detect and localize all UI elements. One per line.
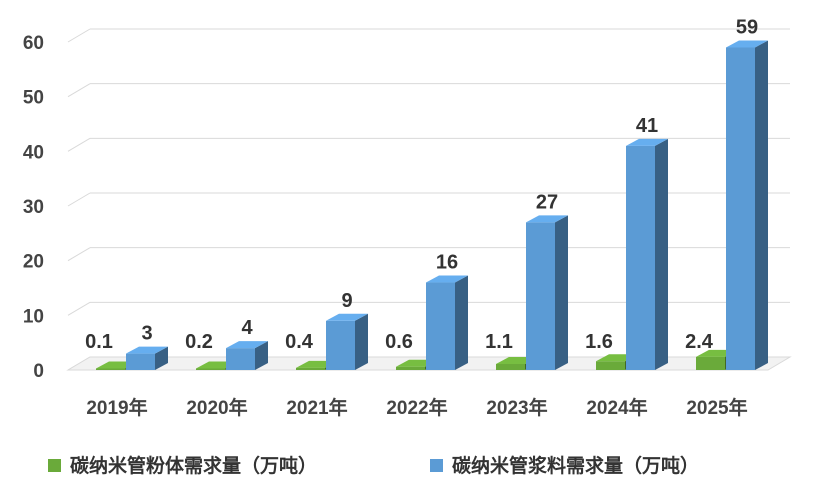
bar-top	[126, 346, 168, 354]
bar-front	[196, 368, 225, 370]
y-tick-label: 20	[23, 252, 44, 273]
data-label: 27	[536, 191, 558, 213]
data-label: 59	[736, 16, 758, 38]
gridline-depth	[67, 28, 91, 43]
bar-front	[326, 320, 355, 370]
data-label: 0.6	[385, 331, 413, 353]
bar-side	[755, 40, 768, 370]
legend: 碳纳米管粉体需求量（万吨） 碳纳米管浆料需求量（万吨）	[48, 454, 699, 477]
bar-side	[155, 346, 168, 370]
bar-front	[526, 222, 555, 370]
data-label: 4	[241, 317, 253, 339]
bar-front	[296, 367, 325, 370]
x-tick-label: 2025年	[686, 396, 747, 419]
y-tick-label: 40	[23, 142, 44, 163]
bars: 0.1 3 0.2 4 0.4 9 0.6 16 1.1 27 1.6 41 2.4 59	[85, 16, 768, 370]
bar-side	[555, 215, 568, 370]
bar-side	[655, 138, 668, 370]
x-tick-label: 2023年	[486, 396, 547, 419]
data-label: 2.4	[685, 331, 714, 353]
bar-front	[596, 361, 625, 370]
bar-side	[355, 313, 368, 370]
data-label: 41	[636, 115, 658, 137]
bar-front	[96, 368, 125, 370]
data-label: 3	[141, 323, 152, 345]
y-tick-label: 50	[23, 88, 44, 109]
bar-front	[496, 363, 525, 370]
bar-front	[226, 348, 255, 370]
legend-label: 碳纳米管粉体需求量（万吨）	[70, 454, 317, 477]
gridline-depth	[67, 83, 91, 98]
y-axis-ticks: 0 10 20 30 40 50 60	[23, 33, 44, 382]
bar-front	[626, 145, 655, 370]
gridline-depth	[67, 301, 91, 316]
bar-slurry: 41	[626, 115, 668, 370]
bar-top	[526, 215, 568, 223]
bar-front	[426, 282, 455, 370]
data-label: 0.2	[185, 331, 213, 353]
bar-slurry: 59	[726, 16, 768, 370]
bar-side	[455, 275, 468, 370]
data-label: 1.1	[485, 331, 513, 353]
bar-top	[626, 138, 668, 146]
bar-front	[396, 366, 425, 370]
data-label: 9	[341, 290, 352, 312]
data-label: 0.1	[85, 331, 113, 353]
bar-top	[326, 313, 368, 321]
bar-top	[226, 341, 268, 349]
y-tick-label: 60	[23, 33, 44, 54]
y-tick-label: 10	[23, 306, 44, 327]
y-tick-label: 30	[23, 197, 44, 218]
x-tick-label: 2020年	[186, 396, 247, 419]
bar-top	[726, 40, 768, 48]
data-label: 0.4	[285, 331, 314, 353]
gridline-depth	[67, 247, 91, 262]
bar-slurry: 16	[426, 252, 468, 370]
data-label: 16	[436, 252, 458, 274]
x-tick-label: 2021年	[286, 396, 347, 419]
legend-swatch	[430, 459, 443, 472]
bar-front	[726, 47, 755, 370]
bar-side	[255, 341, 268, 370]
bar-slurry: 3	[126, 323, 168, 370]
bar-slurry: 27	[526, 191, 568, 370]
gridline-depth	[67, 192, 91, 207]
x-tick-label: 2022年	[386, 396, 447, 419]
y-tick-label: 0	[33, 361, 44, 382]
x-tick-label: 2024年	[586, 396, 647, 419]
x-tick-label: 2019年	[86, 396, 147, 419]
bar-top	[426, 275, 468, 283]
bar-front	[696, 356, 725, 370]
bar-slurry: 4	[226, 317, 268, 370]
bar-front	[126, 353, 155, 370]
bar-slurry: 9	[326, 290, 368, 370]
legend-swatch	[48, 459, 61, 472]
gridline-depth	[67, 137, 91, 152]
data-label: 1.6	[585, 331, 613, 353]
legend-label: 碳纳米管浆料需求量（万吨）	[452, 454, 699, 477]
